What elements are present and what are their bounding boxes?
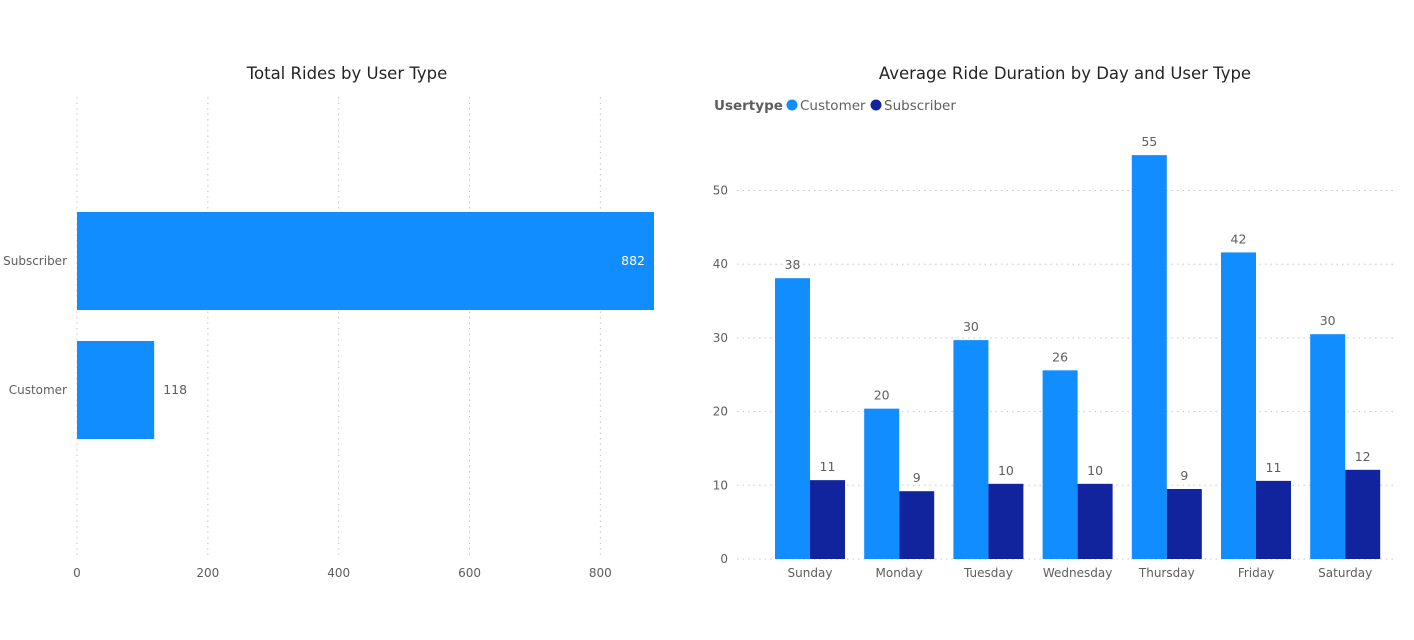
bar-subscriber-wednesday[interactable] bbox=[1077, 483, 1113, 559]
avg-duration-y-axis: 0 10 20 30 40 50 bbox=[713, 184, 728, 567]
data-label-customer-saturday: 30 bbox=[1320, 313, 1336, 328]
day-label-sunday: Sunday bbox=[788, 566, 833, 580]
data-label-subscriber-monday: 9 bbox=[913, 470, 921, 485]
bar-customer-thursday[interactable] bbox=[1131, 155, 1167, 559]
avg-duration-legend[interactable]: Usertype Customer Subscriber bbox=[714, 98, 956, 114]
total-rides-category-axis: Subscriber Customer bbox=[3, 254, 67, 397]
data-label-customer: 118 bbox=[163, 382, 187, 397]
bar-customer-tuesday[interactable] bbox=[953, 340, 989, 559]
total-rides-chart-title: Total Rides by User Type bbox=[246, 64, 448, 83]
legend-title: Usertype bbox=[714, 98, 783, 114]
avg-duration-bars bbox=[775, 155, 1381, 559]
avg-duration-x-axis: Sunday Monday Tuesday Wednesday Thursday Frid… bbox=[788, 566, 1373, 580]
day-label-wednesday: Wednesday bbox=[1043, 566, 1112, 580]
bar-subscriber-saturday[interactable] bbox=[1345, 469, 1381, 559]
day-label-tuesday: Tuesday bbox=[963, 566, 1013, 580]
legend-label-subscriber: Subscriber bbox=[884, 98, 956, 114]
total-rides-x-tick: 400 bbox=[327, 566, 350, 580]
bar-subscriber[interactable] bbox=[77, 212, 654, 310]
day-label-friday: Friday bbox=[1238, 566, 1274, 580]
day-label-monday: Monday bbox=[876, 566, 923, 580]
total-rides-chart: Total Rides by User Type 0 200 400 600 800 S… bbox=[3, 64, 654, 580]
bar-subscriber-tuesday[interactable] bbox=[988, 483, 1024, 559]
avg-duration-y-tick: 10 bbox=[713, 478, 728, 492]
data-label-subscriber-thursday: 9 bbox=[1180, 468, 1188, 483]
total-rides-x-tick: 0 bbox=[73, 566, 81, 580]
avg-duration-y-tick: 0 bbox=[720, 552, 728, 566]
data-label-subscriber-tuesday: 10 bbox=[998, 463, 1014, 478]
total-rides-bars bbox=[77, 212, 654, 439]
bar-subscriber-sunday[interactable] bbox=[810, 480, 845, 559]
bar-subscriber-monday[interactable] bbox=[899, 491, 935, 559]
data-label-subscriber-wednesday: 10 bbox=[1087, 463, 1103, 478]
legend-item-subscriber[interactable]: Subscriber bbox=[870, 98, 957, 114]
avg-duration-y-tick: 20 bbox=[713, 405, 728, 419]
bar-subscriber-thursday[interactable] bbox=[1166, 488, 1202, 559]
avg-duration-chart: Average Ride Duration by Day and User Ty… bbox=[713, 64, 1394, 580]
bar-customer-wednesday[interactable] bbox=[1042, 370, 1078, 559]
avg-duration-data-labels: 38 11 20 9 30 10 26 10 55 9 42 11 30 12 bbox=[785, 134, 1371, 485]
bar-customer-monday[interactable] bbox=[864, 408, 900, 559]
data-label-subscriber-friday: 11 bbox=[1266, 460, 1282, 475]
legend-label-customer: Customer bbox=[800, 98, 866, 114]
total-rides-x-tick: 800 bbox=[589, 566, 612, 580]
total-rides-gridlines bbox=[76, 97, 601, 558]
avg-duration-y-tick: 50 bbox=[713, 184, 728, 198]
legend-swatch-customer bbox=[786, 99, 798, 111]
bar-customer[interactable] bbox=[77, 341, 155, 439]
bar-customer-saturday[interactable] bbox=[1310, 334, 1346, 559]
data-label-customer-wednesday: 26 bbox=[1052, 349, 1068, 364]
legend-item-customer[interactable]: Customer bbox=[786, 98, 867, 114]
total-rides-x-tick: 200 bbox=[196, 566, 219, 580]
data-label-customer-thursday: 55 bbox=[1141, 134, 1157, 149]
category-label-subscriber: Subscriber bbox=[3, 254, 67, 268]
total-rides-data-labels: 882 118 bbox=[163, 253, 645, 397]
category-label-customer: Customer bbox=[9, 383, 67, 397]
bar-subscriber-friday[interactable] bbox=[1256, 480, 1291, 559]
total-rides-x-axis: 0 200 400 600 800 bbox=[73, 566, 612, 580]
data-label-customer-friday: 42 bbox=[1231, 231, 1247, 246]
legend-swatch-subscriber bbox=[870, 99, 882, 111]
data-label-subscriber: 882 bbox=[621, 253, 645, 268]
day-label-saturday: Saturday bbox=[1318, 566, 1372, 580]
data-label-customer-monday: 20 bbox=[874, 388, 890, 403]
bar-customer-friday[interactable] bbox=[1221, 252, 1256, 559]
avg-duration-y-tick: 40 bbox=[713, 257, 728, 271]
bar-customer-sunday[interactable] bbox=[775, 278, 810, 559]
data-label-customer-tuesday: 30 bbox=[963, 319, 979, 334]
data-label-subscriber-sunday: 11 bbox=[820, 459, 836, 474]
total-rides-x-tick: 600 bbox=[458, 566, 481, 580]
day-label-thursday: Thursday bbox=[1138, 566, 1195, 580]
data-label-subscriber-saturday: 12 bbox=[1355, 449, 1371, 464]
avg-duration-chart-title: Average Ride Duration by Day and User Ty… bbox=[879, 64, 1251, 83]
avg-duration-y-tick: 30 bbox=[713, 331, 728, 345]
data-label-customer-sunday: 38 bbox=[785, 257, 801, 272]
